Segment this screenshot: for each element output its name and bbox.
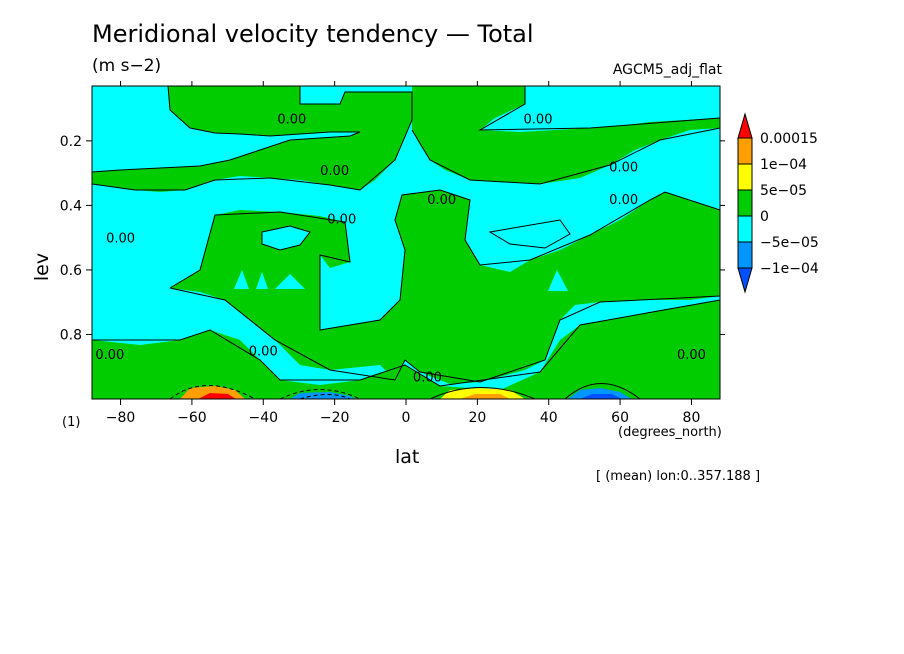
colorbar-segment: [737, 241, 753, 269]
field-negative-island-right: [490, 220, 570, 248]
colorbar-level-label: −1e−04: [760, 261, 819, 277]
zero-contour-4: [411, 127, 721, 185]
contour-label: 0.00: [609, 161, 638, 176]
zero-contour-3: [478, 86, 721, 131]
x-axis-units: (degrees_north): [618, 425, 722, 440]
contour-label: 0.00: [427, 193, 456, 208]
y-tick-label: 0.2: [60, 134, 82, 150]
zero-contour-6: [169, 287, 721, 383]
contour-label: 0.00: [95, 348, 124, 363]
contour-lines: [91, 85, 721, 400]
dashed-contour-2: [279, 389, 361, 400]
field-negative-triangle-4: [548, 270, 568, 291]
zero-contour-9: [488, 219, 571, 249]
contour-label: 0.00: [524, 112, 553, 127]
contour-label: 0.00: [609, 193, 638, 208]
field-positive-small-upper-right: [412, 86, 720, 184]
colorbar-level-label: −5e−05: [760, 235, 819, 251]
contour-label: 0.00: [106, 232, 135, 247]
colorbar-segment: [737, 215, 753, 243]
dashed-contour-1: [169, 385, 256, 400]
zero-contour-8: [261, 225, 311, 251]
field-positive-small-upper: [92, 86, 412, 192]
contour-label: 0.00: [277, 112, 306, 127]
x-tick-label: −80: [106, 410, 136, 426]
chart-units: (m s−2): [92, 56, 162, 76]
x-tick-label: 80: [683, 410, 701, 426]
x-ticks: −80 −60 −40 −20 0 20 40 60 80: [106, 81, 701, 426]
colorbar-segment: [737, 189, 753, 217]
averaging-note: [ (mean) lon:0..357.188 ]: [596, 469, 761, 484]
zero-contour-2: [91, 86, 413, 191]
contour-label: 0.00: [249, 345, 278, 360]
y-tick-label: 0.4: [60, 198, 82, 214]
y-tick-label: 0.8: [60, 327, 82, 343]
field-negative-large-south: [290, 392, 355, 399]
field-positive-large-north-core: [460, 394, 510, 399]
solid-contour-2: [564, 383, 641, 400]
solid-contour-1: [429, 387, 536, 400]
colorbar: 0.00015 1e−04 5e−05 0 −5e−05 −1e−04: [737, 112, 819, 294]
colorbar-level-label: 0.00015: [760, 131, 818, 147]
y-tick-label: 0.6: [60, 263, 82, 279]
contour-label: 0.00: [320, 164, 349, 179]
field-positive-small-lower: [92, 300, 720, 399]
zero-contour-5: [169, 189, 721, 331]
contour-label: 0.00: [327, 212, 356, 227]
field-positive-max-south: [198, 393, 236, 399]
field-positive-small-center: [170, 190, 720, 384]
field-negative-max-north: [580, 394, 622, 399]
contour-labels: 0.00 0.00 0.00 0.00 0.00 0.00 0.00 0.00 0.00 0.00…: [95, 112, 706, 385]
dataset-name: AGCM5_adj_flat: [612, 62, 722, 78]
y-ticks: 0.2 0.4 0.6 0.8: [60, 134, 725, 343]
chart-title: Meridional velocity tendency — Total: [92, 20, 534, 48]
field-negative-triangle-1: [234, 270, 249, 289]
field-negative-triangle-3: [275, 274, 305, 289]
contour-label: 0.00: [677, 348, 706, 363]
field-negative-triangle-2: [256, 272, 268, 289]
x-tick-label: −60: [177, 410, 207, 426]
colorbar-segment: [737, 163, 753, 191]
x-tick-label: 40: [540, 410, 558, 426]
colorbar-top-arrow: [737, 112, 753, 139]
x-tick-label: 0: [402, 410, 411, 426]
colorbar-level-label: 0: [760, 209, 769, 225]
x-tick-label: −20: [320, 410, 350, 426]
x-tick-label: −40: [248, 410, 278, 426]
x-tick-label: 20: [468, 410, 486, 426]
contour-fill: [92, 86, 720, 399]
field-negative-island-left: [262, 226, 310, 250]
figure-number: (1): [62, 415, 81, 430]
zero-contour-1: [91, 85, 361, 173]
zero-contour-7: [92, 299, 721, 387]
contour-label: 0.00: [413, 370, 442, 385]
colorbar-segment: [737, 137, 753, 165]
x-tick-label: 60: [611, 410, 629, 426]
colorbar-level-label: 1e−04: [760, 157, 807, 173]
x-axis-label: lat: [395, 446, 420, 468]
colorbar-level-label: 5e−05: [760, 183, 807, 199]
colorbar-bottom-arrow: [737, 267, 753, 294]
